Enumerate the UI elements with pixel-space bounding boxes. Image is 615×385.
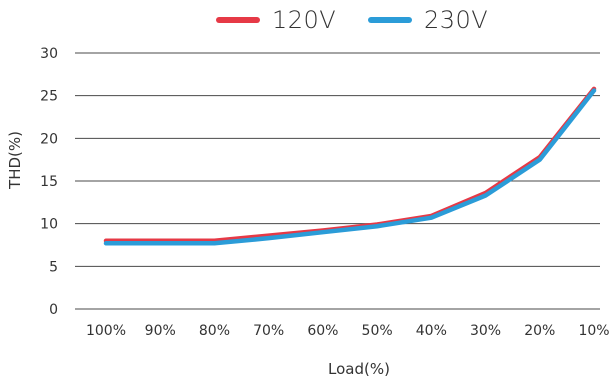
point-230v-20pct xyxy=(538,158,542,162)
y-tick-25: 25 xyxy=(40,89,58,105)
y-axis-title: THD(%) xyxy=(6,131,24,190)
legend-swatch-120v xyxy=(216,17,260,23)
x-tick-10pct: 10% xyxy=(578,323,609,339)
legend-swatch-230v xyxy=(368,17,412,23)
point-230v-40pct xyxy=(429,216,433,220)
legend-label-230v: 230V xyxy=(424,6,489,34)
point-230v-10pct xyxy=(592,89,596,93)
x-tick-70pct: 70% xyxy=(253,323,284,339)
grid-lines xyxy=(75,52,600,310)
y-tick-30: 30 xyxy=(40,46,58,62)
point-230v-100pct xyxy=(104,241,108,245)
y-tick-15: 15 xyxy=(40,174,58,190)
y-tick-5: 5 xyxy=(49,259,58,275)
series-line-120v xyxy=(103,86,597,243)
series-lines xyxy=(103,86,597,246)
series-line-230v xyxy=(103,88,597,246)
x-tick-40pct: 40% xyxy=(416,323,447,339)
point-230v-60pct xyxy=(321,230,325,234)
y-axis-ticks: 0 5 10 15 20 25 30 xyxy=(40,46,58,318)
x-tick-80pct: 80% xyxy=(199,323,230,339)
point-230v-50pct xyxy=(375,224,379,228)
y-tick-10: 10 xyxy=(40,217,58,233)
x-tick-60pct: 60% xyxy=(307,323,338,339)
point-230v-90pct xyxy=(158,241,162,245)
legend-item-120v: 120V xyxy=(216,2,336,38)
chart-legend: 120V 230V xyxy=(0,2,615,38)
point-230v-30pct xyxy=(484,194,488,198)
x-tick-50pct: 50% xyxy=(362,323,393,339)
y-tick-0: 0 xyxy=(49,302,58,318)
x-tick-30pct: 30% xyxy=(470,323,501,339)
x-tick-100pct: 100% xyxy=(86,323,126,339)
x-axis-title: Load(%) xyxy=(328,360,390,378)
x-axis-ticks: 100% 90% 80% 70% 60% 50% 40% 30% 20% 10% xyxy=(86,323,610,339)
y-tick-20: 20 xyxy=(40,131,58,147)
legend-label-120v: 120V xyxy=(272,6,337,34)
x-tick-20pct: 20% xyxy=(524,323,555,339)
point-230v-80pct xyxy=(212,241,216,245)
point-230v-70pct xyxy=(267,236,271,240)
x-tick-90pct: 90% xyxy=(145,323,176,339)
legend-item-230v: 230V xyxy=(368,2,488,38)
